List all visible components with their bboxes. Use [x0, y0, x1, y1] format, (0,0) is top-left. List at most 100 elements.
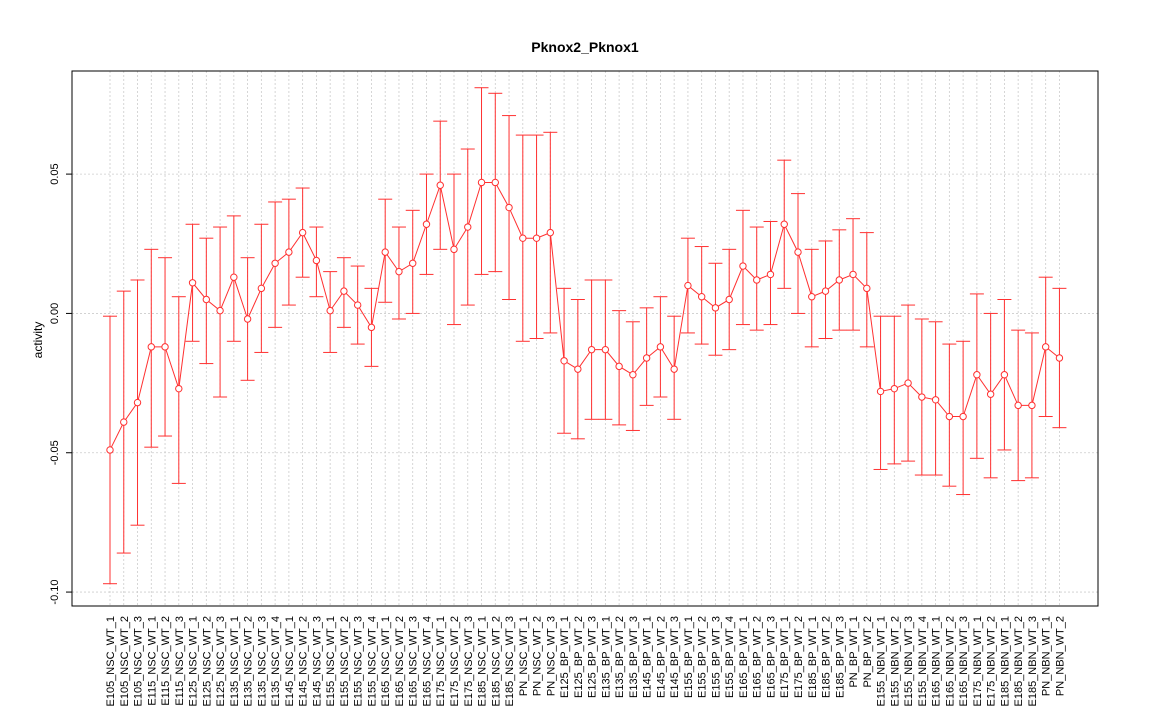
data-points [106, 178, 1064, 454]
x-tick-label: E185_NBN_WT_1 [999, 616, 1011, 707]
data-point [298, 228, 307, 237]
data-point [808, 293, 816, 301]
data-point [464, 223, 472, 231]
data-point [684, 281, 692, 290]
data-point [312, 256, 321, 265]
data-point [1000, 371, 1009, 379]
y-tick-label: 0.00 [49, 303, 61, 324]
data-point [711, 304, 720, 312]
data-point [670, 365, 678, 373]
x-tick-label: E125_BP_WT_2 [573, 616, 585, 698]
x-tick-label: E145_NSC_WT_3 [311, 616, 323, 707]
data-point [202, 295, 211, 304]
data-point [477, 178, 486, 187]
data-point [271, 259, 279, 267]
data-point [560, 357, 568, 365]
data-point [753, 276, 761, 284]
data-point [587, 345, 596, 354]
data-point [326, 306, 334, 315]
x-tick-label: E155_BP_WT_1 [683, 616, 695, 698]
x-tick-label: PN_BP_WT_2 [862, 616, 874, 688]
x-tick-label: E165_NBN_WT_2 [944, 616, 956, 707]
data-point [395, 267, 403, 276]
x-tick-label: E175_BP_WT_1 [779, 616, 791, 698]
error-bars [103, 87, 1067, 585]
x-tick-label: E165_NBN_WT_1 [931, 616, 943, 707]
plot-frame [71, 70, 1099, 607]
x-tick-label: E145_BP_WT_3 [669, 616, 681, 698]
x-tick-label: E155_NBN_WT_2 [889, 616, 901, 707]
x-tick-label: PN_NBN_WT_1 [1041, 616, 1053, 696]
x-tick-label: E145_NSC_WT_1 [284, 616, 296, 707]
x-tick-label: E145_BP_WT_1 [642, 616, 654, 698]
data-point [230, 273, 238, 281]
x-tick-label: E165_BP_WT_2 [752, 616, 764, 698]
x-tick-label: E155_NSC_WT_3 [353, 616, 365, 707]
x-tick-label: E175_BP_WT_2 [793, 616, 805, 698]
x-tick-label: E115_NSC_WT_2 [160, 616, 172, 706]
data-point [353, 301, 362, 309]
data-point [890, 384, 899, 393]
data-point [381, 248, 389, 256]
x-tick-label: E135_NSC_WT_3 [256, 616, 268, 707]
x-tick-label: E185_BP_WT_1 [807, 616, 819, 698]
data-point [918, 393, 926, 401]
x-tick-label: E155_BP_WT_2 [697, 616, 709, 698]
data-point [739, 262, 747, 270]
x-tick-label: E175_NBN_WT_1 [972, 616, 984, 707]
data-point [1041, 343, 1050, 351]
x-tick-label: E155_BP_WT_4 [724, 616, 736, 698]
x-tick-label: E165_NSC_WT_1 [380, 616, 392, 707]
data-point [986, 390, 995, 398]
data-point [904, 379, 912, 387]
x-tick-label: E135_BP_WT_2 [614, 616, 626, 698]
x-tick-label: E135_BP_WT_3 [628, 616, 640, 698]
x-tick-label: E165_BP_WT_3 [765, 616, 777, 698]
data-point [491, 178, 499, 187]
x-tick-label: E165_NSC_WT_4 [421, 616, 433, 707]
y-tick-label: -0.10 [49, 580, 61, 605]
y-tick-label: 0.05 [49, 163, 61, 184]
data-point [175, 384, 183, 393]
x-tick-label: E185_BP_WT_3 [834, 616, 846, 698]
x-tick-label: E145_NSC_WT_2 [298, 616, 310, 707]
data-point [519, 234, 527, 242]
x-tick-label: E125_BP_WT_3 [587, 616, 599, 698]
data-point [257, 284, 266, 293]
data-point [147, 343, 155, 351]
data-point [780, 220, 788, 228]
data-point [835, 276, 843, 284]
data-point [340, 287, 348, 295]
x-tick-label: E165_BP_WT_1 [738, 616, 750, 698]
data-point [161, 343, 169, 351]
x-tick-label: E175_NSC_WT_3 [463, 616, 475, 707]
data-point [367, 323, 376, 332]
data-point [945, 412, 954, 421]
series-line [109, 181, 1060, 451]
x-tick-label: E165_NSC_WT_3 [408, 616, 420, 707]
data-point [1028, 401, 1036, 410]
x-tick-label: E175_NSC_WT_2 [449, 616, 461, 707]
data-point [1055, 354, 1064, 362]
data-point [601, 345, 610, 354]
data-point [931, 396, 940, 404]
x-tick-label: E155_BP_WT_3 [710, 616, 722, 698]
x-tick-label: E165_NBN_WT_3 [958, 616, 970, 707]
data-point [794, 248, 802, 256]
data-point [450, 245, 458, 254]
x-tick-label: E185_NSC_WT_3 [504, 616, 516, 707]
x-tick-label: E125_NSC_WT_1 [188, 616, 200, 707]
data-point [243, 315, 252, 323]
data-point [973, 371, 981, 379]
data-point [849, 270, 857, 279]
x-tick-label: E135_NSC_WT_4 [270, 616, 282, 707]
x-tick-label: E185_NBN_WT_2 [1013, 616, 1025, 707]
data-point [697, 293, 706, 301]
x-tick-label: E155_NBN_WT_4 [917, 616, 929, 707]
data-point [766, 270, 775, 279]
x-tick-label: E135_BP_WT_1 [600, 616, 612, 698]
x-tick-label: PN_NSC_WT_1 [518, 616, 530, 696]
x-tick-label: E125_NSC_WT_2 [201, 616, 213, 707]
y-tick-label: -0.05 [49, 440, 61, 465]
